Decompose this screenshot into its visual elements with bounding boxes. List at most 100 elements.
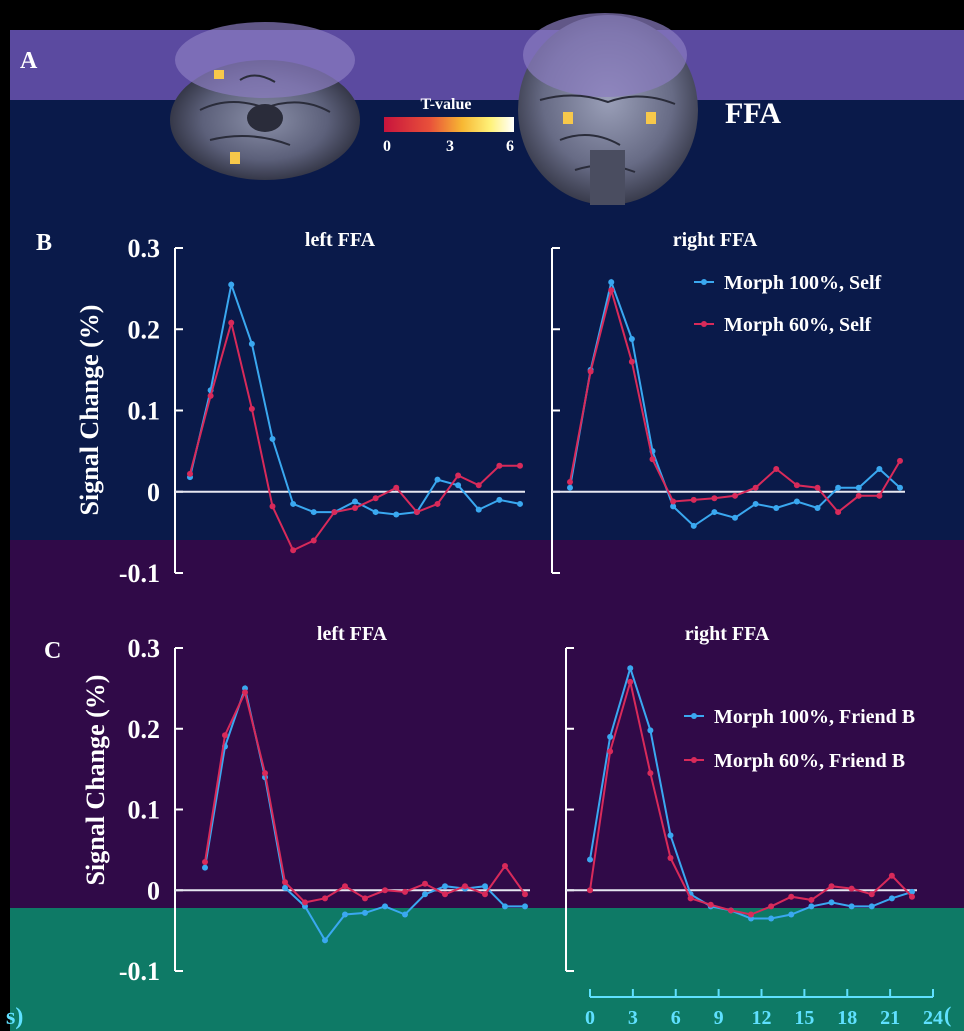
data-point <box>711 495 718 502</box>
data-point <box>269 435 276 442</box>
data-point <box>502 863 508 870</box>
data-point <box>647 770 654 777</box>
data-point <box>517 500 523 507</box>
data-point <box>788 911 795 918</box>
legend-item: Morph 60%, Self <box>694 314 872 336</box>
data-point <box>496 462 503 469</box>
x-tick-label: 0 <box>585 1007 595 1029</box>
colorbar-tick: 3 <box>446 138 454 155</box>
data-point <box>868 891 875 898</box>
data-point <box>793 482 800 489</box>
data-point <box>269 503 276 510</box>
data-point <box>788 893 795 900</box>
data-point <box>462 883 468 890</box>
legend-item: Morph 100%, Self <box>694 272 882 294</box>
legend-label: Morph 60%, Friend B <box>714 750 905 772</box>
data-point <box>222 732 228 739</box>
data-point <box>835 509 842 516</box>
data-point <box>768 915 775 922</box>
data-point <box>649 456 656 463</box>
data-point <box>773 466 780 472</box>
colorbar-tick: 0 <box>383 138 391 155</box>
data-point <box>442 883 448 890</box>
panel-label-b: B <box>36 230 52 256</box>
data-point <box>382 887 388 894</box>
data-point <box>670 498 677 505</box>
data-point <box>372 495 379 502</box>
y-tick-label: 0.3 <box>128 234 161 263</box>
chart-b-right: right FFA <box>551 229 905 574</box>
x-axis-edge: ( <box>944 1002 951 1027</box>
data-point <box>362 909 368 916</box>
data-point <box>248 340 255 347</box>
y-axis-label: Signal Change (%) <box>75 305 104 516</box>
data-point <box>202 858 208 865</box>
data-point <box>475 506 482 513</box>
data-point <box>711 509 718 516</box>
legend-marker <box>691 757 697 763</box>
data-point <box>522 903 528 910</box>
x-tick-label: 15 <box>794 1007 814 1029</box>
band-navy <box>10 100 964 540</box>
data-point <box>628 358 635 365</box>
data-point <box>248 405 255 412</box>
activation-blob <box>214 70 224 79</box>
legend-label: Morph 60%, Self <box>724 314 872 336</box>
data-point <box>455 482 462 489</box>
legends: Morph 100%, Self Morph 60%, Self Morph 100… <box>684 272 915 772</box>
data-point <box>434 476 441 483</box>
brain-axial-image <box>170 22 360 180</box>
panel-label-a: A <box>20 48 38 74</box>
colorbar-title: T-value <box>421 96 472 113</box>
data-point <box>897 484 903 491</box>
activation-blob <box>646 112 656 124</box>
data-point <box>372 509 379 516</box>
data-point <box>517 462 523 469</box>
panel-label-c: C <box>44 638 61 664</box>
data-point <box>667 832 674 839</box>
chart-title: left FFA <box>305 229 376 251</box>
y-tick-label: -0.1 <box>119 957 160 986</box>
data-point <box>352 498 358 505</box>
data-point <box>228 281 235 288</box>
data-point <box>587 368 594 375</box>
chart-title: right FFA <box>685 623 770 645</box>
data-point <box>393 511 400 518</box>
chart-b-left: 0.3 0.2 0.1 0 -0.1 Signal Change (%) left FFA <box>75 229 525 588</box>
data-point <box>522 891 528 898</box>
data-point <box>855 492 862 499</box>
data-point <box>647 727 654 734</box>
data-point <box>322 937 328 944</box>
data-point <box>752 484 759 491</box>
chart-c-right: right FFA <box>565 623 917 972</box>
data-point <box>442 891 448 898</box>
data-point <box>667 854 674 861</box>
x-tick-label: 18 <box>837 1007 857 1029</box>
chart-title: right FFA <box>673 229 758 251</box>
data-point <box>607 748 614 755</box>
data-point <box>242 689 248 696</box>
data-point <box>814 484 821 491</box>
data-point <box>290 547 297 554</box>
x-tick-label: 21 <box>880 1007 900 1029</box>
legend-label: Morph 100%, Friend B <box>714 706 915 728</box>
data-point <box>627 665 634 672</box>
data-point <box>262 770 268 777</box>
data-point <box>207 392 214 399</box>
data-point <box>502 903 508 910</box>
colorbar-gradient <box>384 117 514 132</box>
legend-item: Morph 100%, Friend B <box>684 706 915 728</box>
data-point <box>455 472 462 479</box>
y-tick-label: 0 <box>147 478 160 507</box>
data-point <box>282 879 288 886</box>
legend-marker <box>701 321 707 327</box>
data-point <box>814 505 821 511</box>
data-point <box>608 279 615 286</box>
data-point <box>382 903 388 910</box>
y-tick-label: 0.2 <box>128 315 161 344</box>
x-tick-label: 9 <box>714 1007 724 1029</box>
legend-label: Morph 100%, Self <box>724 272 882 294</box>
data-point <box>496 496 503 503</box>
